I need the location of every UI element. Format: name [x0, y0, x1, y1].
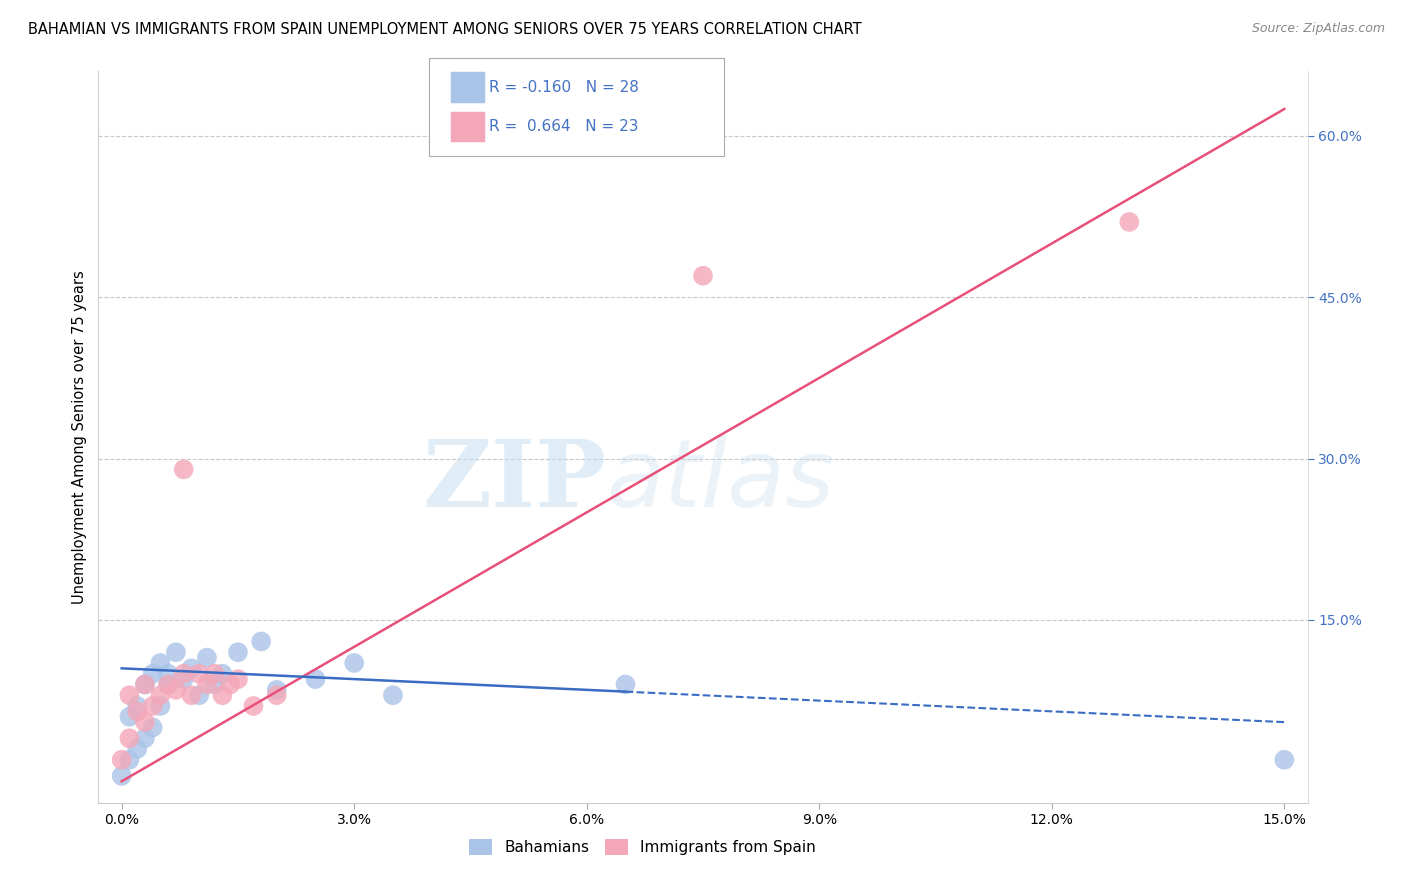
Point — [165, 645, 187, 659]
Point — [343, 656, 366, 670]
Point — [127, 705, 149, 719]
Point — [204, 677, 226, 691]
Point — [142, 666, 165, 681]
Point — [211, 666, 233, 681]
Text: atlas: atlas — [606, 435, 835, 526]
Point — [204, 666, 226, 681]
Point — [180, 688, 202, 702]
Point — [381, 688, 404, 702]
Text: R =  0.664   N = 23: R = 0.664 N = 23 — [489, 120, 638, 134]
Point — [250, 634, 273, 648]
Point — [111, 753, 134, 767]
Point — [134, 677, 156, 691]
Point — [149, 688, 172, 702]
Point — [226, 645, 249, 659]
Point — [118, 688, 141, 702]
Point — [692, 268, 714, 283]
Point — [188, 688, 211, 702]
Point — [1272, 753, 1295, 767]
Text: Source: ZipAtlas.com: Source: ZipAtlas.com — [1251, 22, 1385, 36]
Point — [157, 677, 180, 691]
Point — [149, 656, 172, 670]
Point — [219, 677, 242, 691]
Point — [188, 666, 211, 681]
Point — [157, 666, 180, 681]
Point — [165, 682, 187, 697]
Point — [226, 672, 249, 686]
Point — [1118, 215, 1140, 229]
Point — [304, 672, 326, 686]
Point — [195, 650, 218, 665]
Point — [118, 753, 141, 767]
Point — [111, 769, 134, 783]
Point — [242, 698, 264, 713]
Legend: Bahamians, Immigrants from Spain: Bahamians, Immigrants from Spain — [464, 833, 821, 861]
Point — [142, 721, 165, 735]
Text: ZIP: ZIP — [422, 436, 606, 526]
Point — [266, 682, 288, 697]
Point — [134, 731, 156, 746]
Point — [142, 698, 165, 713]
Point — [173, 462, 195, 476]
Point — [118, 731, 141, 746]
Point — [127, 698, 149, 713]
Point — [149, 698, 172, 713]
Point — [614, 677, 637, 691]
Point — [173, 666, 195, 681]
Point — [134, 715, 156, 730]
Point — [195, 677, 218, 691]
Point — [173, 672, 195, 686]
Y-axis label: Unemployment Among Seniors over 75 years: Unemployment Among Seniors over 75 years — [72, 270, 87, 604]
Text: BAHAMIAN VS IMMIGRANTS FROM SPAIN UNEMPLOYMENT AMONG SENIORS OVER 75 YEARS CORRE: BAHAMIAN VS IMMIGRANTS FROM SPAIN UNEMPL… — [28, 22, 862, 37]
Text: R = -0.160   N = 28: R = -0.160 N = 28 — [489, 80, 640, 95]
Point — [266, 688, 288, 702]
Point — [134, 677, 156, 691]
Point — [157, 677, 180, 691]
Point — [118, 710, 141, 724]
Point — [180, 661, 202, 675]
Point — [211, 688, 233, 702]
Point — [127, 742, 149, 756]
